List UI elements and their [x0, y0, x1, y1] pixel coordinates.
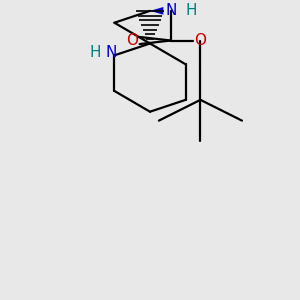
Text: H: H [89, 45, 101, 60]
Text: N: N [165, 3, 176, 18]
Text: O: O [194, 33, 206, 48]
Text: H: H [186, 3, 197, 18]
Text: N: N [106, 45, 117, 60]
Polygon shape [150, 7, 163, 15]
Text: O: O [126, 33, 138, 48]
